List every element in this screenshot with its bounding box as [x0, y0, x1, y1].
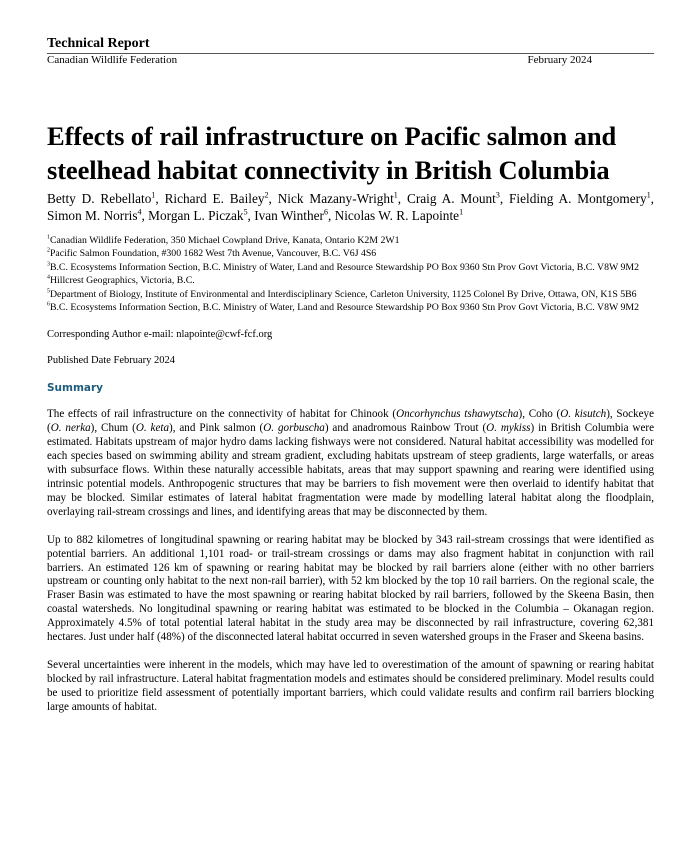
author-affiliation-number: 1 [646, 190, 651, 200]
document-page: Technical Report Canadian Wildlife Feder… [47, 36, 654, 715]
text-segment: The effects of rail infrastructure on th… [47, 408, 397, 421]
author-name: Morgan L. Piczak [148, 208, 244, 223]
author-affiliation-number: 5 [243, 207, 248, 217]
author-name: Ivan Winther [254, 208, 324, 223]
affiliation-item: 6B.C. Ecosystems Information Section, B.… [47, 301, 654, 314]
author-name: Betty D. Rebellato [47, 191, 152, 206]
text-segment: ), and Pink salmon ( [169, 422, 264, 435]
summary-paragraph-2: Up to 882 kilometres of longitudinal spa… [47, 533, 654, 644]
affiliation-number: 4 [47, 274, 50, 281]
author-affiliation-number: 1 [393, 190, 398, 200]
affiliation-text: B.C. Ecosystems Information Section, B.C… [49, 302, 640, 314]
author-affiliation-number: 4 [137, 207, 142, 217]
author-affiliation-number: 2 [264, 190, 269, 200]
affiliation-number: 5 [47, 288, 50, 295]
affiliation-item: 1Canadian Wildlife Federation, 350 Micha… [47, 234, 654, 247]
summary-paragraph-1: The effects of rail infrastructure on th… [47, 408, 654, 519]
affiliation-number: 2 [47, 248, 50, 255]
affiliation-number: 1 [47, 234, 50, 241]
document-title: Effects of rail infrastructure on Pacifi… [47, 121, 617, 185]
author-name: Simon M. Norris [47, 208, 138, 223]
author-affiliation-number: 1 [459, 207, 464, 217]
species-name: Oncorhynchus tshawytscha [396, 408, 519, 421]
text-segment: ), Coho ( [518, 408, 561, 421]
author-affiliation-number: 3 [495, 190, 500, 200]
text-segment: ), Sockeye ( [47, 408, 654, 435]
header-row: Canadian Wildlife Federation February 20… [47, 54, 654, 67]
text-segment: ) in British Columbia were estimated. Ha… [47, 422, 654, 518]
summary-heading: Summary [47, 382, 104, 395]
affiliation-number: 6 [47, 301, 50, 308]
affiliation-item: 5Department of Biology, Institute of Env… [47, 288, 654, 301]
report-type-label: Technical Report [47, 36, 150, 51]
corresponding-author: Corresponding Author e-mail: nlapointe@c… [47, 329, 273, 341]
affiliation-text: Canadian Wildlife Federation, 350 Michae… [49, 235, 400, 246]
species-name: O. kisutch [560, 408, 607, 421]
affiliation-number: 3 [47, 261, 50, 268]
organization-name: Canadian Wildlife Federation [47, 54, 178, 66]
affiliation-text: Hillcrest Geographics, Victoria, B.C. [49, 275, 195, 287]
species-name: O. mykiss [486, 422, 531, 435]
affiliation-text: B.C. Ecosystems Information Section, B.C… [49, 261, 640, 273]
affiliation-item: 3B.C. Ecosystems Information Section, B.… [47, 261, 654, 274]
author-name: Nick Mazany-Wright [277, 191, 394, 206]
text-segment: ) and anadromous Rainbow Trout ( [324, 422, 487, 435]
published-date: Published Date February 2024 [47, 355, 176, 367]
affiliation-list: 1Canadian Wildlife Federation, 350 Micha… [47, 234, 654, 314]
author-name: Nicolas W. R. Lapointe [334, 208, 460, 223]
report-date: February 2024 [527, 54, 592, 66]
header-divider [47, 53, 654, 54]
species-name: O. nerka [50, 422, 91, 435]
author-name: Craig A. Mount [406, 191, 496, 206]
affiliation-text: Department of Biology, Institute of Envi… [49, 288, 637, 300]
author-affiliation-number: 6 [323, 207, 328, 217]
affiliation-item: 2Pacific Salmon Foundation, #300 1682 We… [47, 247, 654, 260]
species-name: O. gorbuscha [263, 422, 325, 435]
author-affiliation-number: 1 [151, 190, 156, 200]
affiliation-text: Pacific Salmon Foundation, #300 1682 Wes… [49, 248, 377, 260]
species-name: O. keta [135, 422, 169, 435]
author-name: Fielding A. Montgomery [509, 191, 647, 206]
author-name: Richard E. Bailey [164, 191, 265, 206]
affiliation-item: 4Hillcrest Geographics, Victoria, B.C. [47, 274, 654, 287]
author-list: Betty D. Rebellato1, Richard E. Bailey2,… [47, 190, 654, 223]
text-segment: ), Chum ( [90, 422, 136, 435]
summary-paragraph-3: Several uncertainties were inherent in t… [47, 658, 654, 713]
